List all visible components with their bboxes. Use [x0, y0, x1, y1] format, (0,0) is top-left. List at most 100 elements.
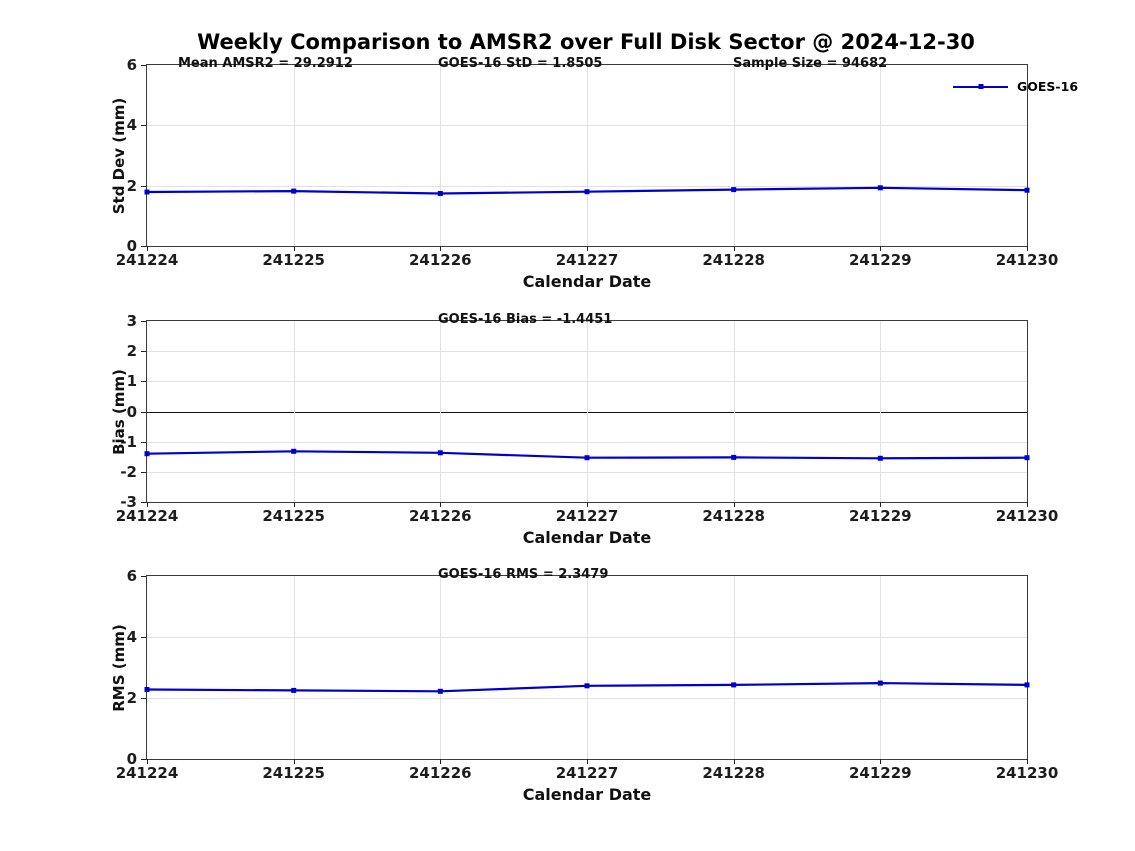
x-tick [880, 759, 882, 764]
x-tick-label: 241227 [555, 507, 619, 525]
x-tick-label: 241230 [995, 764, 1059, 782]
x-tick [587, 502, 588, 507]
page-title: Weekly Comparison to AMSR2 over Full Dis… [197, 30, 975, 54]
y-tick [141, 471, 146, 473]
y-tick-label: 4 [126, 116, 137, 135]
x-tick-label: 241230 [995, 251, 1059, 269]
x-gridline [440, 576, 442, 759]
data-point-marker [877, 680, 883, 686]
y-tick-label: -2 [120, 462, 137, 481]
x-tick-label: 241230 [995, 507, 1059, 525]
y-axis-label: Std Dev (mm) [110, 97, 128, 214]
x-tick-label: 241225 [262, 251, 325, 269]
x-axis-label: Calendar Date [522, 785, 652, 804]
annotation: Sample Size = 94682 [733, 56, 888, 71]
x-tick-label: 241226 [408, 507, 472, 525]
y-tick-label: 2 [126, 689, 137, 707]
x-gridline [880, 576, 882, 759]
y-tick [141, 698, 146, 699]
y-tick [141, 576, 146, 577]
legend-label: GOES-16 [1017, 79, 1079, 94]
x-tick [147, 759, 148, 764]
x-tick [1027, 502, 1028, 507]
x-tick-label: 241224 [115, 251, 179, 269]
y-tick-label: 0 [126, 237, 137, 255]
y-tick-label: 2 [126, 176, 137, 195]
data-point-marker [291, 448, 297, 454]
data-point-marker [584, 189, 590, 195]
x-tick [293, 759, 295, 764]
y-tick [141, 185, 146, 187]
x-tick [733, 246, 735, 251]
annotation: Mean AMSR2 = 29.2912 [178, 56, 353, 71]
x-tick [293, 246, 295, 251]
data-plot-svg [144, 185, 1030, 196]
data-point-marker [437, 688, 443, 694]
y-tick-label: 4 [126, 628, 137, 646]
x-tick-label: 241228 [702, 764, 765, 782]
x-tick [587, 246, 588, 251]
x-tick [440, 759, 442, 764]
x-gridline [587, 65, 588, 246]
data-point-marker [1024, 455, 1030, 461]
x-axis-label: Calendar Date [522, 272, 652, 291]
x-gridline [440, 65, 442, 246]
x-tick-label: 241225 [262, 764, 325, 782]
y-tick-label: 1 [126, 372, 137, 391]
y-tick [141, 411, 146, 413]
data-point-marker [144, 451, 150, 457]
x-gridline [733, 321, 735, 502]
y-tick [141, 125, 146, 127]
x-tick-label: 241224 [115, 507, 179, 525]
data-point-marker [291, 188, 297, 194]
data-point-marker [731, 454, 737, 460]
annotation: GOES-16 StD = 1.8505 [438, 56, 603, 71]
x-tick-label: 241228 [702, 507, 765, 525]
y-tick-label: -1 [120, 432, 137, 451]
data-point-marker [1024, 187, 1030, 193]
plot-bias-mm-: -3 -2 -1 0 1 2 3 241224 241225 241226 241227 241228… [110, 312, 1058, 547]
data-point-marker [1024, 682, 1030, 688]
y-axis-label: Bias (mm) [110, 368, 128, 455]
y-tick [141, 759, 146, 760]
y-tick-label: 0 [126, 750, 137, 768]
x-tick [733, 502, 735, 507]
x-tick [147, 246, 148, 251]
x-tick [1027, 759, 1028, 764]
data-point-marker [144, 189, 150, 195]
x-gridline [440, 321, 442, 502]
x-axis-label: Calendar Date [522, 528, 652, 547]
y-tick-label: -3 [120, 493, 137, 511]
data-plot-svg [144, 448, 1030, 461]
x-gridline [587, 576, 588, 759]
x-tick-label: 241229 [848, 251, 912, 269]
data-point-marker [877, 185, 883, 191]
x-tick-label: 241229 [848, 507, 912, 525]
x-tick [147, 502, 148, 507]
y-tick [141, 351, 146, 353]
x-tick-label: 241226 [408, 764, 472, 782]
x-tick-label: 241225 [262, 507, 325, 525]
x-gridline [587, 321, 588, 502]
x-tick [733, 759, 735, 764]
x-gridline [880, 65, 882, 246]
x-tick [587, 759, 588, 764]
x-tick-label: 241229 [848, 764, 912, 782]
data-point-marker [731, 682, 737, 688]
data-plot-svg [144, 680, 1030, 694]
y-tick-label: 2 [126, 342, 137, 361]
y-tick [141, 321, 146, 322]
x-gridline [293, 576, 295, 759]
data-point-marker [437, 191, 443, 196]
x-tick-label: 241227 [555, 764, 619, 782]
y-tick-label: 0 [126, 402, 137, 421]
y-tick-label: 6 [126, 567, 137, 585]
x-gridline [880, 321, 882, 502]
x-gridline [293, 65, 295, 246]
y-tick [141, 65, 146, 66]
x-tick-label: 241227 [555, 251, 619, 269]
data-point-marker [291, 687, 297, 693]
legend-marker-icon [978, 83, 983, 89]
y-tick [141, 246, 146, 247]
